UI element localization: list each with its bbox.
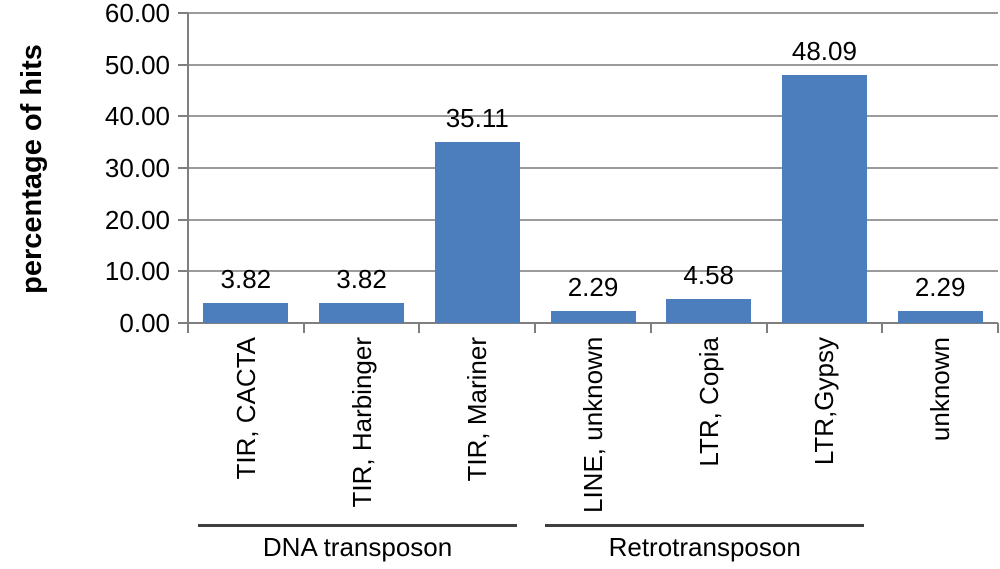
gridline xyxy=(188,12,998,14)
gridline xyxy=(188,167,998,169)
bar xyxy=(550,311,636,323)
x-tick-label: TIR, Harbinger xyxy=(346,337,377,508)
gridline xyxy=(188,270,998,273)
x-tick-mark xyxy=(302,323,305,333)
x-tick-label: TIR, CACTA xyxy=(230,337,261,480)
bar xyxy=(666,299,752,323)
y-tick-mark xyxy=(178,322,188,324)
x-tick-label: LTR,Gypsy xyxy=(809,337,840,466)
x-tick-label: TIR, Mariner xyxy=(462,337,493,482)
y-tick-mark xyxy=(178,167,188,169)
gridline xyxy=(188,63,998,66)
gridline xyxy=(188,218,998,221)
y-tick-label: 20.00 xyxy=(104,204,170,235)
x-tick-mark xyxy=(881,323,884,333)
value-label: 3.82 xyxy=(336,264,387,295)
bar xyxy=(203,303,289,323)
x-tick-mark xyxy=(765,323,768,333)
value-label: 2.29 xyxy=(914,272,966,303)
x-tick-mark xyxy=(649,323,652,333)
bar xyxy=(897,311,983,323)
x-tick-mark xyxy=(997,323,999,333)
bar xyxy=(434,141,520,323)
value-label: 4.58 xyxy=(683,260,734,291)
y-tick-mark xyxy=(178,270,188,273)
x-tick-mark xyxy=(187,323,189,333)
group-label: DNA transposon xyxy=(262,532,453,562)
x-tick-label: LINE, unknown xyxy=(578,336,608,513)
y-tick-mark xyxy=(178,12,188,14)
value-label: 3.82 xyxy=(220,264,272,295)
group-underline xyxy=(198,524,518,527)
x-tick-label: LTR, Copia xyxy=(693,337,724,467)
bar xyxy=(781,74,867,323)
y-tick-mark xyxy=(178,115,188,118)
gridline xyxy=(188,115,998,118)
x-tick-mark xyxy=(534,323,537,333)
value-label: 48.09 xyxy=(791,35,857,66)
group-underline xyxy=(545,524,865,527)
x-axis-line xyxy=(188,322,998,324)
value-label: 2.29 xyxy=(567,272,619,303)
y-tick-label: 10.00 xyxy=(104,256,170,287)
bar xyxy=(319,303,405,323)
y-tick-mark xyxy=(178,218,188,221)
y-tick-label: 30.00 xyxy=(104,153,170,183)
y-tick-label: 60.00 xyxy=(104,0,170,28)
value-label: 35.11 xyxy=(445,102,509,133)
y-tick-label: 40.00 xyxy=(104,101,170,132)
group-label: Retrotransposon xyxy=(608,532,801,562)
y-tick-label: 0.00 xyxy=(119,308,170,338)
y-axis-line xyxy=(187,13,189,333)
x-tick-label: unknown xyxy=(925,337,956,442)
y-tick-label: 50.00 xyxy=(104,49,170,80)
x-tick-mark xyxy=(418,323,421,333)
y-tick-mark xyxy=(178,63,188,66)
